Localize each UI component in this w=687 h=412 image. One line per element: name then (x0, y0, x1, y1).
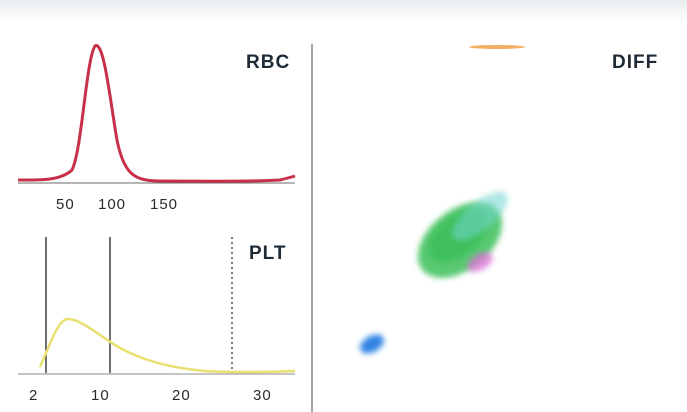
diff-debris-streak (469, 45, 525, 49)
diff-eosinophil-cluster (467, 252, 493, 272)
rbc-tick-100: 100 (98, 196, 127, 213)
diff-cyan-halo (452, 191, 508, 241)
rbc-tick-150: 150 (150, 196, 179, 213)
rbc-title: RBC (246, 52, 291, 73)
rbc-tick-50: 50 (56, 196, 75, 213)
diff-plot (360, 45, 525, 354)
rbc-curve (17, 44, 296, 183)
plt-tick-2: 2 (29, 387, 39, 404)
plt-tick-30: 30 (253, 387, 272, 404)
plt-histogram: PLT 2 10 20 30 (0, 215, 320, 412)
plt-tick-20: 20 (172, 387, 191, 404)
plt-curve (38, 317, 296, 374)
rbc-plot (17, 44, 313, 215)
diff-lymphocyte-cluster (360, 334, 384, 354)
diff-scattergram: DIFF (320, 0, 687, 412)
diff-title: DIFF (612, 52, 659, 73)
top-status-band (0, 0, 687, 22)
plt-tick-10: 10 (91, 387, 110, 404)
rbc-histogram: RBC 50 100 150 (0, 0, 320, 215)
plt-title: PLT (249, 243, 287, 264)
plt-plot (18, 215, 313, 412)
